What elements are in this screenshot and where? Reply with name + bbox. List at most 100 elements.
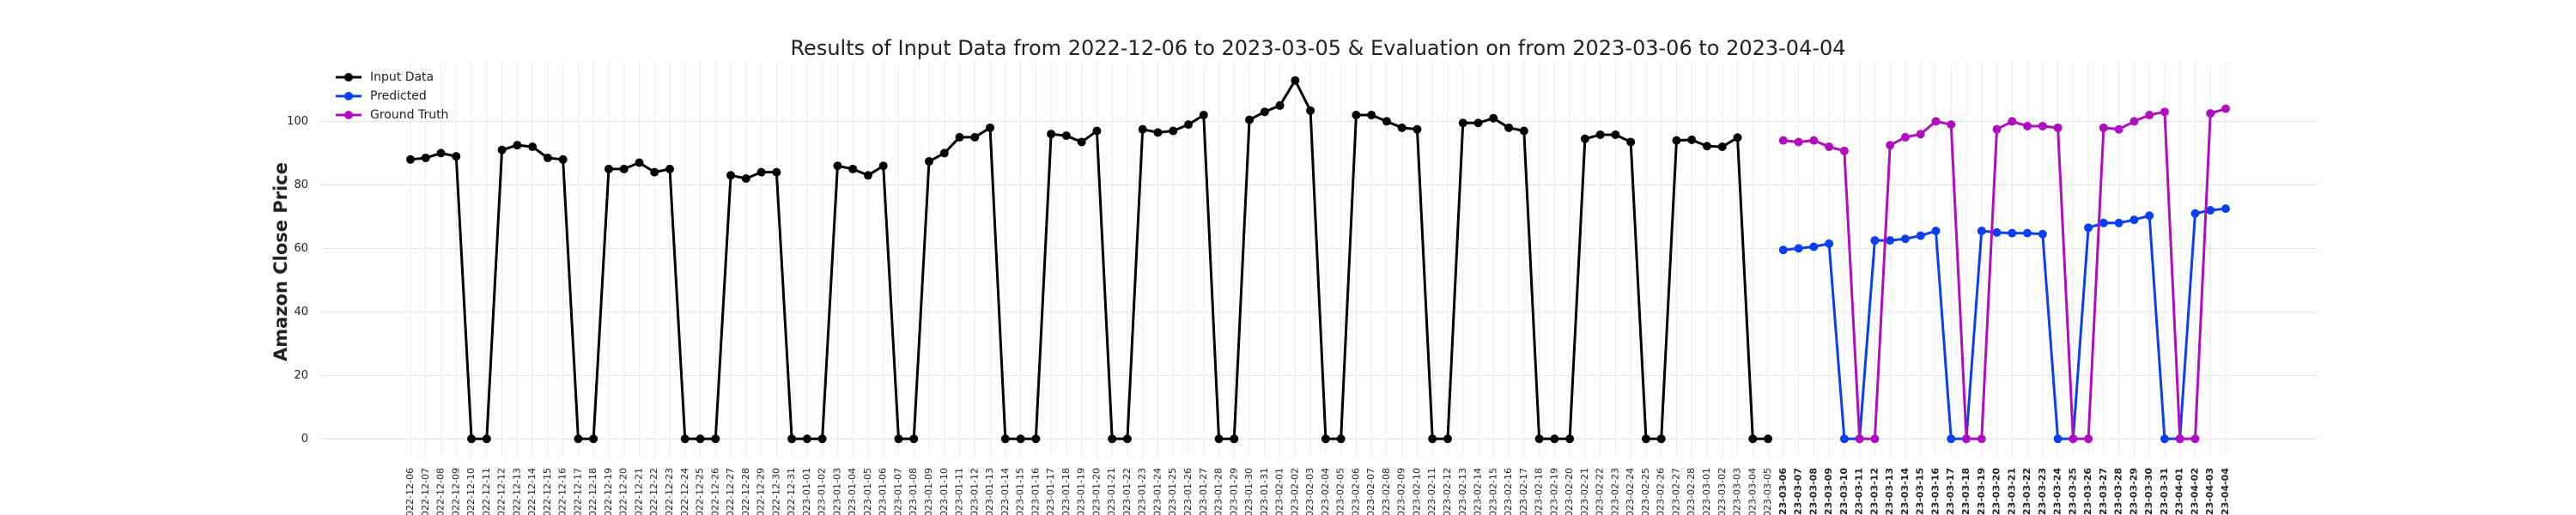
data-point <box>2129 117 2139 126</box>
data-point <box>1504 123 1514 132</box>
data-point <box>1047 130 1056 139</box>
x-tick-label: 2023-03-06 <box>1777 468 1789 515</box>
data-point <box>2053 123 2063 132</box>
data-point <box>1900 234 1910 244</box>
x-tick-label: 2023-01-11 <box>954 468 965 515</box>
x-tick-label: 2023-03-16 <box>1929 468 1941 515</box>
x-tick-label: 2023-01-17 <box>1045 468 1056 515</box>
data-point <box>2069 434 2078 444</box>
x-tick-label: 2022-12-09 <box>450 468 461 515</box>
data-point <box>1443 434 1452 444</box>
data-point <box>1367 111 1376 120</box>
x-tick-label: 2022-12-26 <box>709 468 720 515</box>
data-point <box>1703 142 1711 151</box>
data-point <box>1794 244 1803 253</box>
y-tick-label: 20 <box>294 369 308 382</box>
data-point <box>1916 231 1925 240</box>
chart-title: Results of Input Data from 2022-12-06 to… <box>790 36 1845 60</box>
data-point <box>1947 120 1956 130</box>
data-point <box>1870 236 1880 245</box>
data-point <box>1428 434 1437 444</box>
x-tick-label: 2023-01-25 <box>1167 468 1178 515</box>
data-point <box>558 154 568 164</box>
x-tick-label: 2023-01-19 <box>1076 468 1087 515</box>
legend-label: Predicted <box>370 89 427 103</box>
data-point <box>1291 76 1300 85</box>
x-tick-label: 2022-12-17 <box>572 468 583 515</box>
data-point <box>604 164 613 173</box>
data-point <box>513 141 522 150</box>
data-point <box>421 153 430 162</box>
x-tick-label: 2023-04-03 <box>2204 468 2215 515</box>
data-point <box>1565 434 1575 444</box>
data-point <box>1519 126 1528 136</box>
x-tick-label: 2022-12-16 <box>557 468 568 515</box>
x-tick-label: 2023-01-24 <box>1151 468 1163 515</box>
data-point <box>878 161 888 171</box>
data-point <box>528 142 538 152</box>
x-tick-label: 2023-03-22 <box>2021 468 2032 515</box>
x-tick-label: 2023-01-27 <box>1198 468 1209 515</box>
x-tick-label: 2023-02-21 <box>1579 468 1590 515</box>
data-point <box>1352 111 1361 120</box>
x-tick-label: 2022-12-30 <box>770 468 781 515</box>
x-tick-label: 2023-01-02 <box>817 468 828 515</box>
data-point <box>1778 245 1788 255</box>
data-point <box>2160 107 2169 117</box>
x-tick-label: 2023-03-30 <box>2143 468 2154 515</box>
data-point <box>2206 205 2215 215</box>
x-tick-label: 2023-02-08 <box>1381 468 1392 515</box>
data-point <box>970 132 980 142</box>
x-tick-label: 2023-01-12 <box>969 468 980 515</box>
series-line <box>410 79 1769 440</box>
data-point <box>1016 434 1025 444</box>
x-tick-label: 2023-01-15 <box>1015 468 1026 515</box>
data-point <box>1031 434 1041 444</box>
x-tick-label: 2023-02-02 <box>1289 468 1300 515</box>
data-point <box>1900 132 1910 142</box>
data-point <box>1413 124 1422 134</box>
data-point <box>1672 136 1681 145</box>
data-point <box>1977 227 1986 236</box>
data-point <box>650 167 659 177</box>
x-tick-label: 2023-03-08 <box>1807 468 1819 515</box>
data-point <box>1687 135 1697 144</box>
data-point <box>1626 137 1636 147</box>
data-point <box>406 154 415 164</box>
x-tick-label: 2023-02-03 <box>1304 468 1315 515</box>
data-point <box>2221 104 2230 113</box>
data-point <box>2145 111 2154 120</box>
x-tick-label: 2023-02-16 <box>1503 468 1514 515</box>
x-tick-label: 2022-12-19 <box>603 468 614 515</box>
data-point <box>1077 137 1086 147</box>
x-tick-label: 2023-02-13 <box>1457 468 1468 515</box>
data-point <box>2038 121 2047 130</box>
y-tick-label: 100 <box>287 115 308 128</box>
x-tick-label: 2023-01-04 <box>847 468 858 515</box>
x-tick-label: 2023-01-13 <box>984 468 995 515</box>
data-point <box>1656 434 1666 444</box>
x-tick-label: 2022-12-22 <box>648 468 659 515</box>
data-point <box>2084 223 2093 233</box>
series-line <box>1783 107 2227 440</box>
x-tick-label: 2022-12-06 <box>404 468 416 515</box>
x-tick-label: 2023-02-14 <box>1473 468 1484 515</box>
x-tick-label: 2023-02-25 <box>1640 468 1651 515</box>
x-tick-label: 2023-02-07 <box>1365 468 1376 515</box>
data-point <box>452 152 461 161</box>
data-point <box>802 434 811 444</box>
x-tick-label: 2022-12-31 <box>786 468 797 515</box>
x-tick-label: 2023-02-15 <box>1487 468 1498 515</box>
data-point <box>1825 142 1834 152</box>
x-tick-label: 2023-02-28 <box>1686 468 1697 515</box>
data-point <box>1000 434 1010 444</box>
data-point <box>1138 124 1147 134</box>
data-point <box>1397 123 1406 132</box>
data-point <box>2160 434 2169 444</box>
x-tick-label: 2023-01-26 <box>1182 468 1194 515</box>
x-tick-label: 2022-12-14 <box>526 468 538 515</box>
data-point <box>635 158 644 167</box>
data-point <box>589 434 598 444</box>
x-tick-label: 2022-12-11 <box>481 468 492 515</box>
x-tick-label: 2023-02-05 <box>1335 468 1346 515</box>
